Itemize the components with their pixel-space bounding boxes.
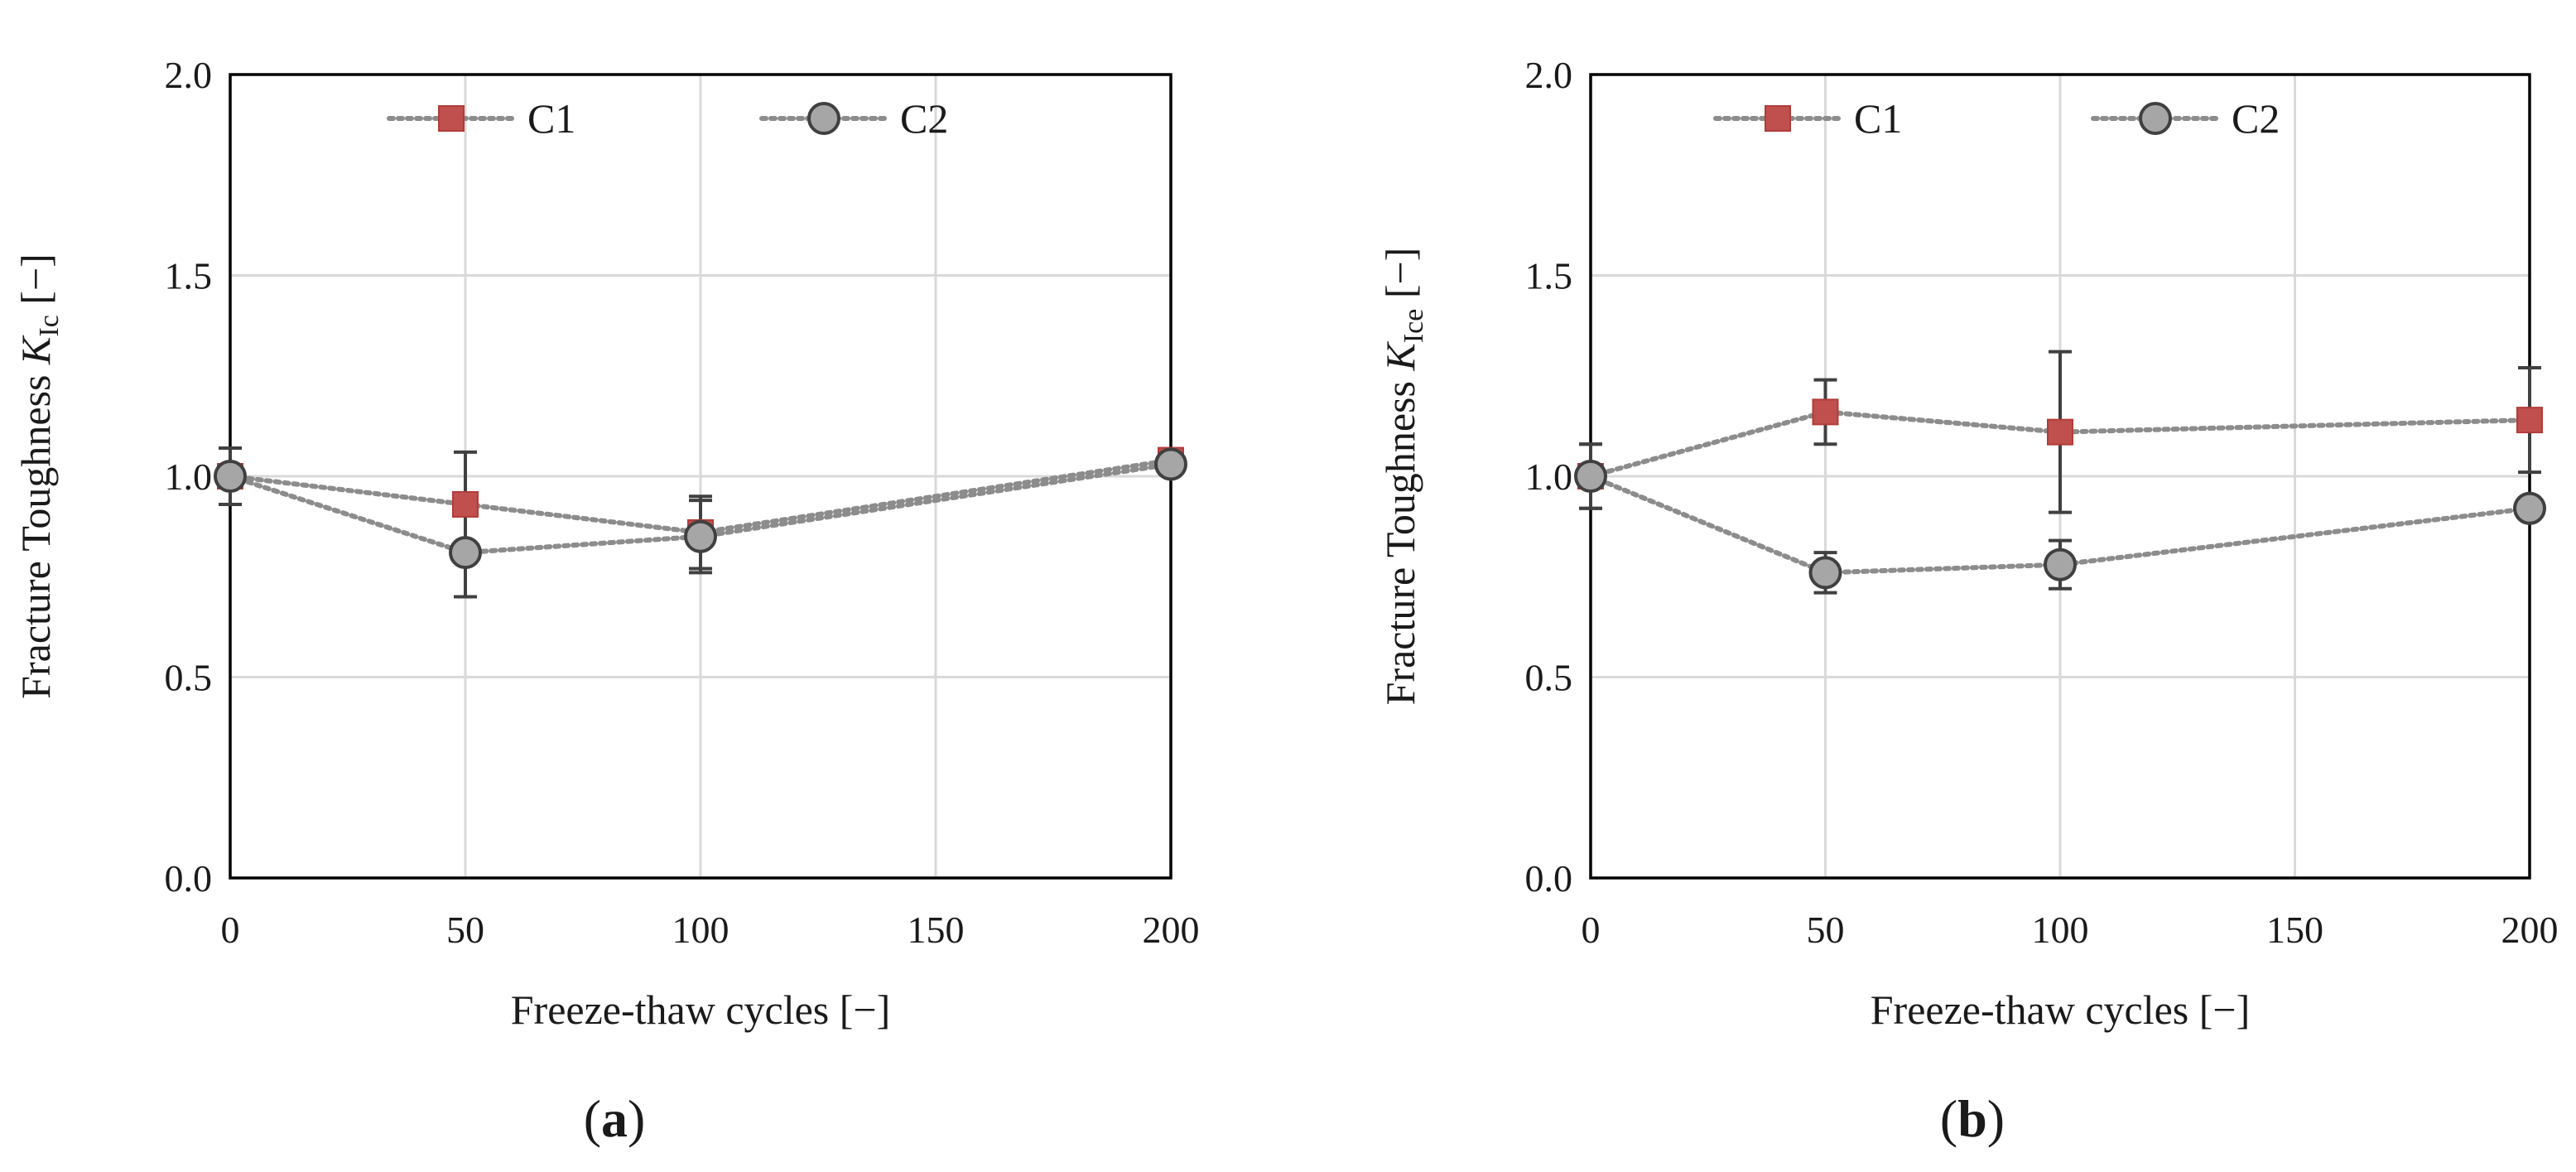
y-axis-title-suffix: [−]: [1377, 248, 1423, 309]
data-point-c1: [452, 490, 479, 518]
x-tick-label: 200: [2501, 909, 2559, 951]
data-point-c2: [684, 519, 717, 553]
y-axis-title: Fracture Toughness KIce [−]: [1377, 248, 1429, 706]
x-tick-label: 50: [446, 909, 484, 951]
panel-b-label: (b): [1940, 1089, 2005, 1148]
legend-item-c2: C2: [2091, 95, 2280, 142]
legend-marker: [2139, 102, 2172, 135]
y-tick-label: 1.5: [165, 255, 213, 297]
data-point-c2: [1808, 556, 1842, 590]
y-axis-title: Fracture Toughness KIc [−]: [12, 253, 65, 699]
y-axis-title-subscript: Ic: [34, 315, 65, 336]
series-line-c1: [1588, 409, 2532, 479]
series-line-c1: [228, 457, 1173, 535]
y-tick-label: 1.0: [1525, 456, 1573, 498]
x-tick-label: 150: [2266, 909, 2323, 951]
legend-marker: [807, 102, 840, 135]
x-axis-title: Freeze-thaw cycles [−]: [1871, 986, 2251, 1033]
data-point-c1: [1812, 398, 1839, 426]
x-tick-label: 0: [1582, 909, 1601, 951]
legend-marker: [1765, 105, 1791, 132]
data-point-c2: [214, 460, 247, 493]
data-point-c2: [1574, 460, 1607, 493]
y-axis-title-subscript: Ice: [1399, 309, 1429, 344]
legend-marker: [438, 105, 465, 132]
legend-item-c1: C1: [387, 95, 575, 142]
y-axis-title-symbol: K: [1377, 341, 1423, 372]
y-tick-label: 0.5: [1525, 657, 1573, 699]
data-point-c1: [2516, 407, 2543, 434]
data-point-c2: [2513, 491, 2546, 525]
legend-label: C2: [900, 95, 948, 142]
chart-panel-a: 0 50 100 150 200 0.0 0.5 1.0 1.5 2.0 Freeze-thaw c…: [12, 54, 1200, 1033]
x-axis-title: Freeze-thaw cycles [−]: [511, 986, 891, 1033]
x-tick-label: 100: [2032, 909, 2089, 951]
y-tick-label: 2.0: [1525, 54, 1573, 96]
x-tick-label: 150: [908, 909, 965, 951]
y-tick-label: 1.5: [1525, 255, 1573, 297]
series-line-c2: [1588, 474, 2532, 576]
legend-item-c1: C1: [1713, 95, 1902, 142]
panel-a-label: (a): [584, 1089, 646, 1148]
series-line-c2: [228, 461, 1173, 556]
y-axis-title-prefix: Fracture Toughness: [1377, 371, 1423, 706]
y-axis-title-prefix: Fracture Toughness: [12, 364, 59, 699]
y-tick-label: 0.0: [165, 857, 213, 899]
legend-item-c2: C2: [759, 95, 948, 142]
data-point-c2: [1154, 447, 1187, 481]
x-tick-label: 200: [1143, 909, 1200, 951]
y-tick-label: 1.0: [165, 456, 213, 498]
legend-label: C2: [2232, 95, 2280, 142]
x-tick-label: 100: [672, 909, 729, 951]
y-tick-label: 2.0: [165, 54, 213, 96]
y-tick-label: 0.5: [165, 657, 213, 699]
y-axis-title-suffix: [−]: [12, 253, 59, 315]
legend-label: C1: [1854, 95, 1902, 142]
data-point-c2: [449, 536, 482, 570]
legend-label: C1: [527, 95, 575, 142]
y-tick-label: 0.0: [1525, 857, 1573, 899]
x-tick-label: 50: [1807, 909, 1845, 951]
y-axis-title-symbol: K: [12, 335, 59, 365]
data-point-c1: [2047, 418, 2073, 446]
data-point-c2: [2044, 547, 2077, 581]
chart-panel-b: 0 50 100 150 200 0.0 0.5 1.0 1.5 2.0 Freeze-thaw c…: [1377, 54, 2559, 1033]
x-tick-label: 0: [221, 909, 240, 951]
